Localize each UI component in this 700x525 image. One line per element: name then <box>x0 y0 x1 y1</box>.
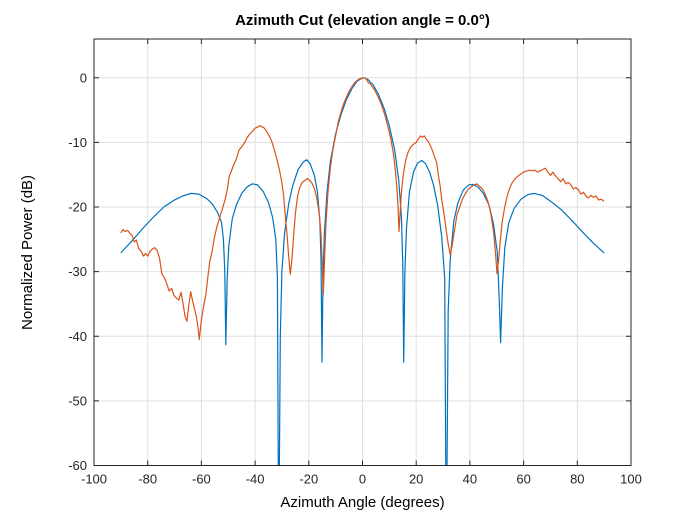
y-axis-label: Normalized Power (dB) <box>19 175 36 330</box>
y-tick-label: -40 <box>68 329 87 344</box>
series-line-measured-noisy-pattern <box>120 77 605 341</box>
y-tick-label: 0 <box>80 70 87 85</box>
x-tick-label: 80 <box>570 472 584 487</box>
x-axis-label: Azimuth Angle (degrees) <box>280 494 444 511</box>
x-tick-label: -40 <box>246 472 265 487</box>
axes-layer <box>93 38 632 466</box>
y-tick-label: -30 <box>68 264 87 279</box>
series-layer <box>120 77 605 466</box>
y-tick-label: -50 <box>68 393 87 408</box>
x-tick-label: 0 <box>359 472 366 487</box>
y-tick-label: -10 <box>68 135 87 150</box>
y-tick-label: -20 <box>68 200 87 215</box>
x-tick-label: 20 <box>409 472 423 487</box>
x-tick-label: 40 <box>463 472 477 487</box>
x-tick-label: -20 <box>299 472 318 487</box>
x-tick-label: 60 <box>516 472 530 487</box>
x-tick-label: -100 <box>81 472 107 487</box>
x-tick-label: -60 <box>192 472 211 487</box>
chart-title: Azimuth Cut (elevation angle = 0.0°) <box>235 12 490 29</box>
x-tick-label: 100 <box>620 472 642 487</box>
tick-label-layer: -100 -80 -60 -40 -20 0 20 40 60 80 100 0 -10 -20 -30 -4… <box>68 70 642 486</box>
x-tick-label: -80 <box>138 472 157 487</box>
y-tick-label: -60 <box>68 458 87 473</box>
